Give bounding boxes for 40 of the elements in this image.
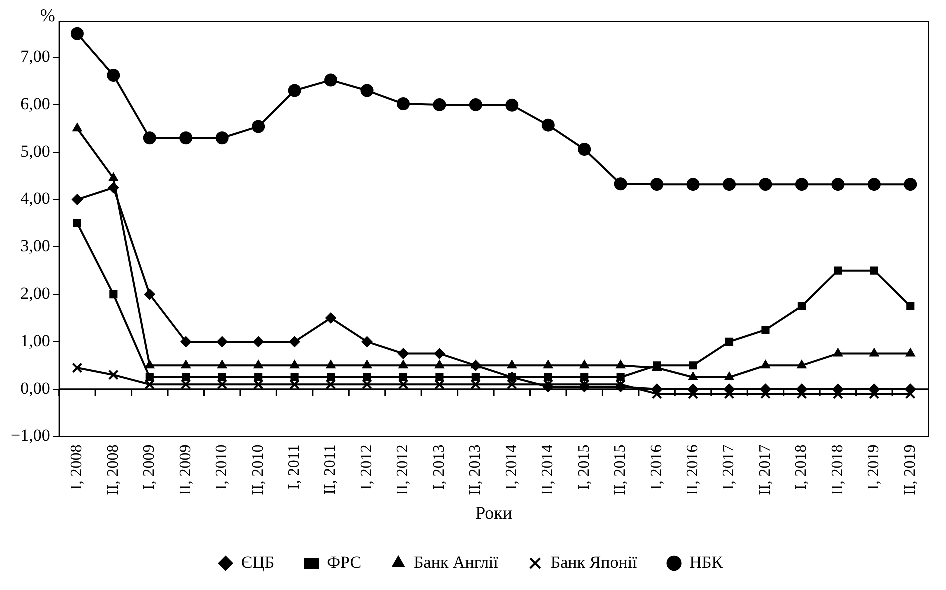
x-tick-label: I, 2008	[68, 444, 86, 490]
y-tick-label: −1,00	[10, 426, 50, 446]
x-tick-label: I, 2013	[430, 444, 448, 490]
x-tick-label: I, 2012	[358, 444, 376, 490]
x-tick-label: II, 2014	[540, 444, 557, 496]
x-tick-label: II, 2012	[394, 444, 412, 496]
y-tick-label: 3,00	[20, 236, 50, 256]
x-tick-label: I, 2010	[214, 444, 231, 490]
y-tick-label: 7,00	[20, 47, 50, 66]
y-axis-title: %	[40, 6, 56, 26]
x-tick-label: II, 2017	[756, 444, 774, 496]
x-tick-label: II, 2013	[467, 444, 484, 496]
y-tick-label: 6,00	[20, 94, 50, 114]
y-tick-label: 2,00	[20, 284, 50, 304]
x-tick-label: II, 2011	[322, 444, 340, 495]
x-tick-label: I, 2019	[866, 444, 883, 490]
y-tick-label: 5,00	[20, 142, 50, 161]
x-tick-label: I, 2017	[720, 444, 738, 490]
x-axis-title: Роки	[476, 502, 513, 523]
legend-label: ФРС	[327, 552, 362, 572]
x-tick-label: II, 2009	[177, 444, 194, 496]
x-tick-label: I, 2009	[141, 444, 158, 490]
x-tick-label: II, 2019	[902, 444, 919, 496]
legend-label: НБК	[690, 552, 724, 572]
x-tick-label: I, 2014	[503, 444, 520, 490]
x-tick-label: II, 2018	[829, 444, 846, 496]
y-tick-label: 0,00	[20, 378, 50, 398]
x-tick-label: I, 2015	[576, 444, 593, 490]
y-tick-label: 1,00	[20, 331, 50, 350]
x-tick-label: II, 2015	[612, 444, 630, 496]
y-tick-label: 4,00	[20, 189, 50, 208]
x-tick-label: II, 2010	[250, 444, 267, 496]
legend-label: Банк Японії	[550, 552, 638, 572]
x-tick-label: I, 2011	[286, 444, 304, 490]
x-tick-label: I, 2018	[793, 444, 810, 490]
x-tick-label: I, 2016	[648, 444, 666, 490]
legend-label: ЄЦБ	[241, 552, 275, 572]
legend-label: Банк Англії	[414, 552, 499, 572]
x-tick-label: II, 2008	[104, 444, 122, 496]
x-tick-label: II, 2016	[684, 444, 702, 496]
